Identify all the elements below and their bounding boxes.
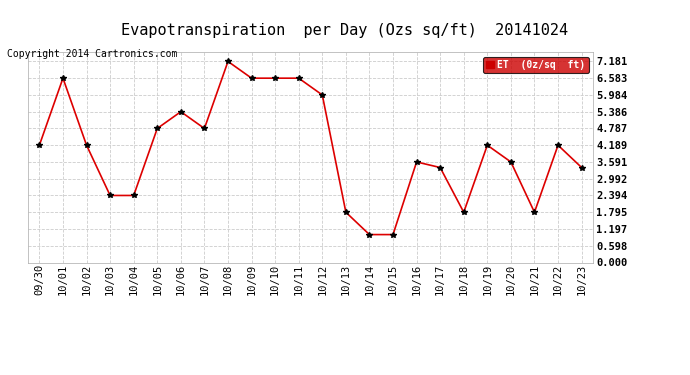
Legend: ET  (0z/sq  ft): ET (0z/sq ft) <box>483 57 589 73</box>
Text: Evapotranspiration  per Day (Ozs sq/ft)  20141024: Evapotranspiration per Day (Ozs sq/ft) 2… <box>121 22 569 38</box>
Text: Copyright 2014 Cartronics.com: Copyright 2014 Cartronics.com <box>7 49 177 59</box>
